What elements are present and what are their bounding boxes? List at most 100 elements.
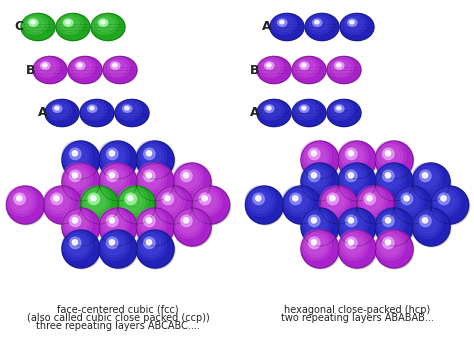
Circle shape <box>346 215 357 227</box>
Ellipse shape <box>332 103 350 117</box>
Circle shape <box>179 214 198 233</box>
Circle shape <box>344 169 363 188</box>
Circle shape <box>144 148 155 159</box>
Circle shape <box>357 187 395 225</box>
Ellipse shape <box>33 57 67 84</box>
Ellipse shape <box>34 57 60 77</box>
Circle shape <box>118 186 155 224</box>
Circle shape <box>375 208 413 246</box>
Circle shape <box>301 230 339 268</box>
Circle shape <box>173 208 203 238</box>
Circle shape <box>137 231 175 269</box>
Circle shape <box>375 230 405 260</box>
Circle shape <box>174 164 212 202</box>
Circle shape <box>162 193 173 204</box>
Text: hexagonal close-packed (hcp): hexagonal close-packed (hcp) <box>284 305 430 315</box>
Circle shape <box>157 189 182 213</box>
Circle shape <box>437 192 456 211</box>
Ellipse shape <box>262 103 280 117</box>
Circle shape <box>142 147 161 166</box>
Circle shape <box>301 141 331 171</box>
Circle shape <box>191 186 222 216</box>
Circle shape <box>346 170 357 181</box>
Circle shape <box>255 196 261 201</box>
Ellipse shape <box>64 19 73 26</box>
Circle shape <box>301 163 331 193</box>
Circle shape <box>412 163 443 193</box>
Circle shape <box>302 142 340 180</box>
Circle shape <box>63 164 101 202</box>
Text: B: B <box>250 63 259 77</box>
Circle shape <box>105 214 124 233</box>
Circle shape <box>146 218 152 223</box>
Circle shape <box>346 148 357 159</box>
Circle shape <box>100 142 138 180</box>
Circle shape <box>307 169 326 188</box>
Circle shape <box>339 142 377 180</box>
Circle shape <box>102 166 127 190</box>
Ellipse shape <box>305 13 339 41</box>
Ellipse shape <box>267 63 271 67</box>
Circle shape <box>301 141 339 179</box>
Circle shape <box>146 240 152 245</box>
Circle shape <box>383 215 394 227</box>
Circle shape <box>338 230 368 260</box>
Circle shape <box>359 189 384 213</box>
Ellipse shape <box>91 13 125 41</box>
Circle shape <box>17 196 22 201</box>
Circle shape <box>394 187 432 225</box>
Circle shape <box>86 192 105 211</box>
Circle shape <box>418 169 437 188</box>
Circle shape <box>311 240 317 245</box>
Circle shape <box>99 141 129 171</box>
Ellipse shape <box>116 100 142 120</box>
Ellipse shape <box>108 59 126 75</box>
Ellipse shape <box>264 62 274 69</box>
Ellipse shape <box>66 21 70 24</box>
Circle shape <box>62 163 92 193</box>
Circle shape <box>311 173 317 178</box>
Circle shape <box>12 192 31 211</box>
Circle shape <box>51 193 63 204</box>
Circle shape <box>376 209 414 247</box>
Ellipse shape <box>37 59 56 75</box>
Circle shape <box>338 208 376 246</box>
Ellipse shape <box>297 103 315 117</box>
Circle shape <box>319 186 357 224</box>
Circle shape <box>70 148 81 159</box>
Circle shape <box>109 151 115 156</box>
Ellipse shape <box>43 63 47 67</box>
Circle shape <box>91 196 96 201</box>
Circle shape <box>375 163 413 201</box>
Circle shape <box>246 187 284 225</box>
Circle shape <box>181 170 192 181</box>
Ellipse shape <box>267 107 271 110</box>
Ellipse shape <box>335 62 344 69</box>
Circle shape <box>72 218 78 223</box>
Ellipse shape <box>21 13 55 41</box>
Circle shape <box>309 215 320 227</box>
Circle shape <box>322 189 347 213</box>
Circle shape <box>302 209 340 247</box>
Circle shape <box>62 230 92 260</box>
Text: C: C <box>14 21 23 33</box>
Ellipse shape <box>96 17 114 31</box>
Circle shape <box>301 208 331 238</box>
Circle shape <box>176 211 201 235</box>
Ellipse shape <box>328 57 354 77</box>
Circle shape <box>65 211 90 235</box>
Circle shape <box>65 166 90 190</box>
Circle shape <box>422 173 428 178</box>
Circle shape <box>142 169 161 188</box>
Circle shape <box>144 170 155 181</box>
Circle shape <box>65 144 90 168</box>
Circle shape <box>100 231 138 269</box>
Circle shape <box>304 211 328 235</box>
Circle shape <box>155 187 193 225</box>
Circle shape <box>160 192 179 211</box>
Circle shape <box>376 164 414 202</box>
Ellipse shape <box>56 13 90 41</box>
Circle shape <box>290 193 301 204</box>
Circle shape <box>338 163 368 193</box>
Circle shape <box>65 233 90 257</box>
